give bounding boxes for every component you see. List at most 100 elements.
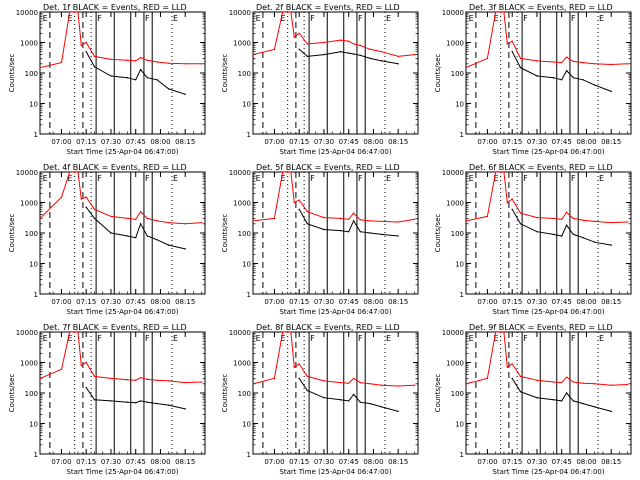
y-tick-label: 100 xyxy=(25,230,38,238)
lld-data-point xyxy=(369,48,371,50)
lld-data-point xyxy=(323,41,325,44)
lld-data-point xyxy=(506,366,508,368)
lld-data-point xyxy=(73,172,76,173)
y-tick-label: 1 xyxy=(247,291,251,299)
lld-data-point xyxy=(139,56,142,59)
lld-data-point xyxy=(565,376,568,378)
lld-data-point xyxy=(293,201,295,204)
lld-data-point xyxy=(110,215,112,218)
y-tick-label: 10000 xyxy=(442,329,464,337)
lld-data-point xyxy=(201,221,203,224)
events-data-point xyxy=(348,52,350,54)
events-data-point xyxy=(582,402,584,405)
x-tick-label: 07:30 xyxy=(101,138,121,146)
events-series-line xyxy=(298,48,399,65)
panel-det-4: Det. 4f BLACK = Events, RED = LLD 1 10 100 1… xyxy=(8,163,206,316)
lld-data-point xyxy=(495,332,497,333)
plot-frame xyxy=(39,171,206,295)
lld-data-point xyxy=(499,332,502,333)
lld-data-point xyxy=(506,201,508,204)
marker-letter: E xyxy=(67,14,72,23)
y-tick-label: 10000 xyxy=(229,329,251,337)
x-tick-label: 07:30 xyxy=(101,298,121,306)
x-tick-label: 07:00 xyxy=(477,458,497,466)
plot-frame xyxy=(465,11,632,135)
y-axis-label: Counts/sec xyxy=(221,374,229,413)
events-data-point xyxy=(352,53,355,55)
lld-data-point xyxy=(486,215,489,218)
events-data-point xyxy=(594,406,596,408)
events-data-point xyxy=(323,53,325,56)
y-tick-label: 10000 xyxy=(16,9,38,17)
x-tick-label: 08:15 xyxy=(388,298,408,306)
x-axis-label: Start Time (25-Apr-04 06:47:00) xyxy=(279,468,391,476)
events-data-point xyxy=(110,75,112,77)
lld-data-point xyxy=(339,39,342,41)
x-tick-label: 07:30 xyxy=(314,298,334,306)
marker-letter: E xyxy=(67,174,72,183)
lld-data-point xyxy=(397,221,399,223)
panel-det-2: Det. 2f BLACK = Events, RED = LLD 1 10 100 1… xyxy=(221,3,419,156)
marker-letter: F xyxy=(310,334,315,343)
marker-letter: E xyxy=(599,334,604,343)
lld-data-point xyxy=(273,48,276,50)
events-series-line xyxy=(298,209,399,237)
lld-data-point xyxy=(486,377,489,380)
panel-det-6: Det. 6f BLACK = Events, RED = LLD 1 10 100 1… xyxy=(434,163,632,316)
lld-data-point xyxy=(552,61,555,63)
events-data-point xyxy=(381,406,383,408)
y-tick-label: 1000 xyxy=(446,200,464,208)
x-tick-label: 08:00 xyxy=(576,138,596,146)
lld-data-point xyxy=(273,217,276,220)
x-tick-label: 07:45 xyxy=(339,138,359,146)
lld-data-point xyxy=(69,172,71,173)
marker-letter: E xyxy=(43,334,48,343)
marker-letter: E xyxy=(256,174,261,183)
x-tick-label: 08:00 xyxy=(576,458,596,466)
x-tick-label: 07:00 xyxy=(477,298,497,306)
lld-data-point xyxy=(369,383,371,385)
y-tick-label: 10000 xyxy=(16,169,38,177)
events-data-point xyxy=(135,79,137,81)
lld-data-point xyxy=(168,221,170,224)
lld-data-point xyxy=(253,383,254,385)
events-data-point xyxy=(352,393,355,396)
y-tick-label: 100 xyxy=(25,70,38,78)
lld-data-point xyxy=(184,381,186,384)
plot-frame xyxy=(252,171,419,295)
lld-data-point xyxy=(323,216,325,219)
x-tick-label: 07:00 xyxy=(51,458,71,466)
events-data-point xyxy=(582,237,584,239)
panel-title: Det. 5f BLACK = Events, RED = LLD xyxy=(256,163,400,172)
lld-data-point xyxy=(536,60,538,62)
lld-data-point xyxy=(627,63,629,65)
lld-data-point xyxy=(594,220,596,223)
marker-letter: F xyxy=(145,174,150,183)
lld-data-point xyxy=(323,380,325,382)
x-axis-label: Start Time (25-Apr-04 06:47:00) xyxy=(279,308,391,316)
x-tick-label: 07:30 xyxy=(101,458,121,466)
lld-data-point xyxy=(40,377,41,380)
x-tick-label: 07:30 xyxy=(527,298,547,306)
events-data-point xyxy=(369,57,371,60)
events-data-point xyxy=(306,55,309,58)
events-data-point xyxy=(511,377,513,380)
marker-letter: F xyxy=(571,334,576,343)
lld-data-point xyxy=(80,44,82,47)
marker-letter: E xyxy=(469,334,474,343)
events-data-point xyxy=(184,408,186,410)
lld-data-point xyxy=(339,217,342,220)
x-tick-label: 08:15 xyxy=(601,298,621,306)
lld-data-point xyxy=(298,32,300,35)
lld-data-point xyxy=(85,361,87,364)
events-data-point xyxy=(184,93,186,96)
events-data-point xyxy=(298,208,300,210)
marker-letter: E xyxy=(386,14,391,23)
x-tick-label: 07:00 xyxy=(264,458,284,466)
x-tick-label: 07:30 xyxy=(314,458,334,466)
lld-data-point xyxy=(466,383,467,385)
lld-data-point xyxy=(466,220,467,222)
lld-data-point xyxy=(519,375,522,378)
lld-data-point xyxy=(565,211,568,213)
events-data-point xyxy=(110,400,112,402)
